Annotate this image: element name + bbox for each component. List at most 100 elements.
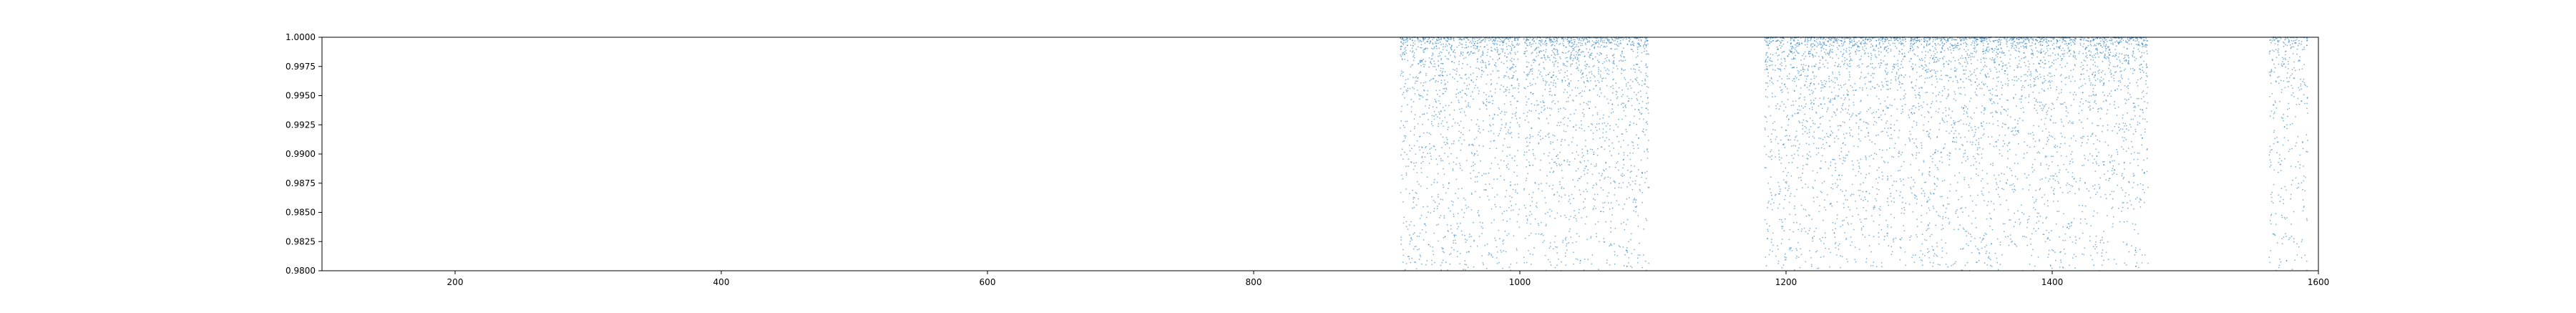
data-point <box>1509 201 1511 202</box>
data-point <box>1903 178 1904 180</box>
data-point <box>1478 130 1479 133</box>
data-point <box>1464 234 1465 236</box>
data-point <box>1616 255 1619 256</box>
data-point <box>1890 226 1892 228</box>
data-point <box>1904 251 1906 253</box>
data-point <box>1601 175 1603 177</box>
data-point <box>1858 40 1860 42</box>
data-point <box>1494 88 1496 90</box>
data-point <box>1767 202 1769 204</box>
data-point <box>1823 180 1825 183</box>
data-point <box>1564 252 1566 254</box>
data-point <box>1405 49 1407 52</box>
data-point <box>1638 69 1640 72</box>
data-point <box>2069 264 2071 266</box>
data-point <box>1420 95 1423 97</box>
data-point <box>1532 191 1534 193</box>
data-point <box>1600 211 1601 213</box>
data-point <box>1500 249 1502 251</box>
data-point <box>1836 218 1838 220</box>
data-point <box>1597 148 1599 150</box>
data-point <box>1476 245 1478 247</box>
data-point <box>1629 177 1631 178</box>
data-point <box>1488 253 1491 255</box>
data-point <box>1782 40 1784 42</box>
data-point <box>1852 215 1853 217</box>
data-point <box>1513 47 1516 48</box>
data-point <box>1591 40 1594 42</box>
data-point <box>1812 186 1814 188</box>
data-point <box>1821 46 1823 47</box>
data-point <box>1565 57 1567 59</box>
data-point <box>1824 199 1826 201</box>
data-point <box>1528 72 1531 74</box>
data-point <box>1496 257 1498 259</box>
data-point <box>1417 39 1419 41</box>
data-point <box>1537 117 1539 119</box>
data-point <box>1410 241 1411 242</box>
data-point <box>1630 233 1632 235</box>
data-point <box>1561 52 1563 53</box>
data-point <box>1583 208 1584 209</box>
data-point <box>1582 39 1584 42</box>
data-point <box>1449 263 1451 265</box>
data-point <box>1432 125 1434 127</box>
data-point <box>1402 42 1403 44</box>
data-point <box>1511 60 1513 62</box>
data-point <box>1433 47 1435 49</box>
data-point <box>1599 52 1601 54</box>
data-point <box>1473 138 1475 140</box>
data-point <box>1874 206 1875 208</box>
data-point <box>1796 188 1797 191</box>
data-point <box>1817 42 1819 44</box>
data-point <box>1616 162 1618 164</box>
data-point <box>1796 221 1797 223</box>
data-point <box>1562 62 1564 64</box>
data-point <box>1834 98 1835 100</box>
data-point <box>1611 54 1614 57</box>
data-point <box>1981 105 1983 107</box>
data-point <box>1498 57 1501 59</box>
data-point <box>1828 75 1830 77</box>
data-point <box>1767 238 1769 239</box>
data-point <box>1436 163 1438 165</box>
data-point <box>1434 66 1436 67</box>
data-point <box>1405 174 1407 176</box>
data-point <box>1558 201 1560 203</box>
data-point <box>1612 87 1614 90</box>
data-point <box>1600 70 1602 72</box>
data-point <box>1556 212 1558 214</box>
data-point <box>1458 100 1460 102</box>
data-point <box>1582 72 1584 74</box>
data-point <box>1554 54 1556 56</box>
data-point <box>1579 189 1581 191</box>
data-point <box>1481 255 1483 256</box>
data-point <box>1556 52 1558 54</box>
data-point <box>1591 73 1593 75</box>
data-point <box>1941 57 1943 59</box>
data-point <box>1842 121 1844 123</box>
data-point <box>1899 82 1901 84</box>
data-point <box>1456 157 1458 159</box>
data-point <box>1979 237 1981 239</box>
data-point <box>1573 251 1574 254</box>
data-point <box>1844 122 1845 124</box>
data-point <box>2039 139 2041 140</box>
data-point <box>1588 52 1589 54</box>
data-point <box>1765 265 1767 267</box>
data-point <box>1785 155 1787 157</box>
data-point <box>1598 241 1600 243</box>
data-point <box>1432 106 1434 108</box>
data-point <box>1858 165 1860 168</box>
data-point <box>1523 154 1525 156</box>
data-point <box>1470 209 1473 211</box>
data-point <box>1878 208 1880 210</box>
data-point <box>1805 44 1806 46</box>
data-point <box>1969 37 1971 39</box>
data-point <box>1442 198 1443 201</box>
data-point <box>1413 134 1415 136</box>
data-point <box>1485 62 1486 64</box>
data-point <box>1430 42 1431 44</box>
data-point <box>1550 264 1552 266</box>
